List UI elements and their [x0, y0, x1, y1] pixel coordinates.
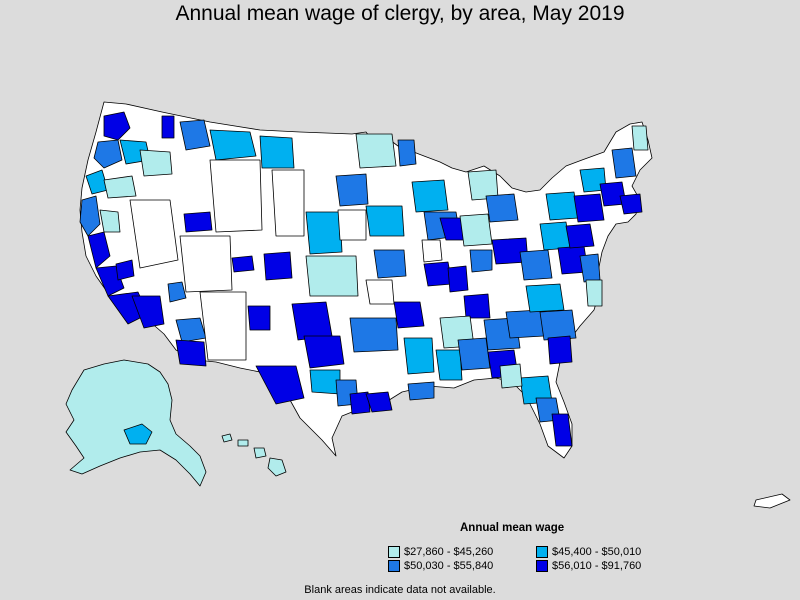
area-6: [179, 119, 211, 151]
footnote: Blank areas indicate data not available.: [304, 584, 496, 596]
legend-item-high: $56,010 - $91,760: [536, 560, 641, 574]
area-18: [167, 281, 187, 303]
area-34: [355, 133, 397, 169]
alaska-region: [65, 359, 207, 487]
area-7: [209, 129, 257, 161]
area-36: [373, 249, 407, 279]
area-22: [263, 251, 293, 281]
area-16: [115, 259, 135, 281]
area-54: [457, 337, 491, 371]
area-38: [393, 301, 425, 329]
area-20: [175, 339, 207, 367]
area-40: [397, 139, 417, 167]
map-title: Annual mean wage of clergy, by area, May…: [175, 2, 625, 25]
hawaii-island-0: [221, 433, 233, 443]
area-29: [349, 391, 371, 415]
area-17: [183, 211, 213, 233]
area-31: [305, 211, 343, 255]
area-76: [611, 147, 637, 179]
area-21: [231, 255, 255, 273]
area-57: [505, 309, 545, 339]
area-26: [255, 365, 305, 405]
area-46: [459, 213, 493, 247]
puerto-rico: [753, 493, 791, 509]
area-63: [551, 413, 573, 447]
no-data-area-0: [129, 199, 179, 269]
area-59: [539, 309, 577, 341]
legend-item-mid-low: $45,400 - $50,010: [536, 546, 641, 560]
area-23: [247, 305, 271, 331]
area-14: [131, 295, 165, 329]
area-39: [403, 337, 435, 375]
area-71: [585, 279, 603, 307]
no-data-area-4: [271, 169, 305, 237]
hawaii-island-1: [237, 439, 249, 447]
legend-label-high: $56,010 - $91,760: [552, 560, 642, 572]
area-51: [469, 249, 493, 273]
area-50: [463, 293, 491, 319]
area-44: [423, 261, 453, 287]
area-60: [547, 335, 573, 365]
area-10: [79, 195, 101, 237]
area-25: [303, 335, 345, 369]
area-33: [335, 173, 369, 207]
legend-swatch-low: [388, 546, 400, 559]
area-24: [291, 301, 333, 341]
legend-label-mid-low: $45,400 - $50,010: [552, 546, 642, 558]
area-41: [411, 179, 449, 213]
area-78: [631, 125, 649, 151]
no-data-area-2: [179, 235, 233, 293]
legend-title: Annual mean wage: [460, 522, 565, 534]
legend-swatch-mid-low: [536, 546, 548, 559]
area-45: [447, 265, 469, 293]
area-15: [99, 209, 121, 233]
area-1: [93, 139, 123, 169]
area-72: [545, 191, 579, 221]
legend-swatch-mid-high: [388, 560, 400, 573]
area-8: [259, 135, 295, 169]
area-30: [365, 391, 393, 413]
area-35: [365, 205, 405, 237]
area-70: [579, 253, 601, 283]
area-53: [435, 349, 463, 381]
area-9: [161, 115, 175, 139]
legend-item-mid-high: $50,030 - $55,840: [388, 560, 493, 574]
area-37: [349, 317, 399, 353]
area-65: [407, 381, 435, 401]
hawaii-island-3: [267, 457, 287, 477]
no-data-area-7: [421, 239, 443, 263]
legend-swatch-high: [536, 560, 548, 573]
area-64: [499, 363, 523, 389]
area-11: [87, 231, 111, 269]
area-69: [565, 223, 595, 249]
area-67: [539, 221, 571, 251]
no-data-area-3: [199, 291, 247, 361]
legend-label-mid-high: $50,030 - $55,840: [404, 560, 494, 572]
area-77: [619, 193, 643, 215]
area-27: [309, 369, 341, 395]
area-5: [139, 149, 173, 177]
no-data-area-1: [209, 159, 263, 233]
area-66: [519, 249, 553, 281]
area-48: [485, 193, 519, 223]
legend-item-low: $27,860 - $45,260: [388, 546, 493, 560]
area-4: [103, 175, 137, 199]
area-0: [103, 111, 131, 141]
area-58: [525, 283, 565, 313]
area-73: [573, 193, 605, 223]
hawaii-island-2: [253, 447, 267, 459]
area-32: [305, 255, 359, 297]
no-data-area-5: [337, 209, 367, 241]
no-data-area-6: [365, 279, 395, 305]
alaska-south-region: [123, 423, 153, 445]
legend-label-low: $27,860 - $45,260: [404, 546, 494, 558]
